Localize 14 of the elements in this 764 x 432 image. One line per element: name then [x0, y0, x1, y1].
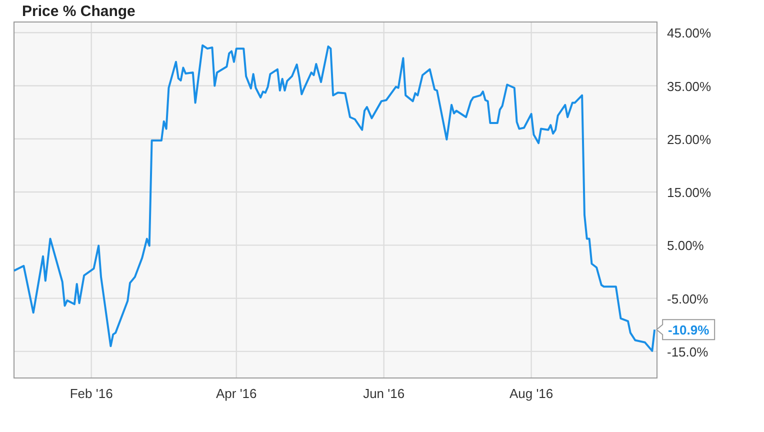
y-tick-label: 25.00%: [667, 132, 712, 147]
y-tick-label: -5.00%: [667, 291, 709, 306]
line-series: [13, 44, 656, 352]
chart-title: Price % Change: [22, 3, 136, 20]
y-tick-label: -15.0%: [667, 344, 709, 360]
annotation: -10.9%: [668, 322, 710, 338]
y-tick-label: 35.00%: [667, 78, 712, 94]
y-tick-label: 15.00%: [667, 185, 712, 200]
x-tick-label: Aug '16: [509, 386, 554, 401]
x-tick-label: Jun '16: [363, 386, 405, 401]
x-tick-label: Apr '16: [216, 386, 257, 401]
y-tick-label: 45.00%: [667, 26, 712, 41]
y-tick-label: 5.00%: [667, 238, 704, 254]
x-tick-label: Feb '16: [70, 386, 113, 401]
